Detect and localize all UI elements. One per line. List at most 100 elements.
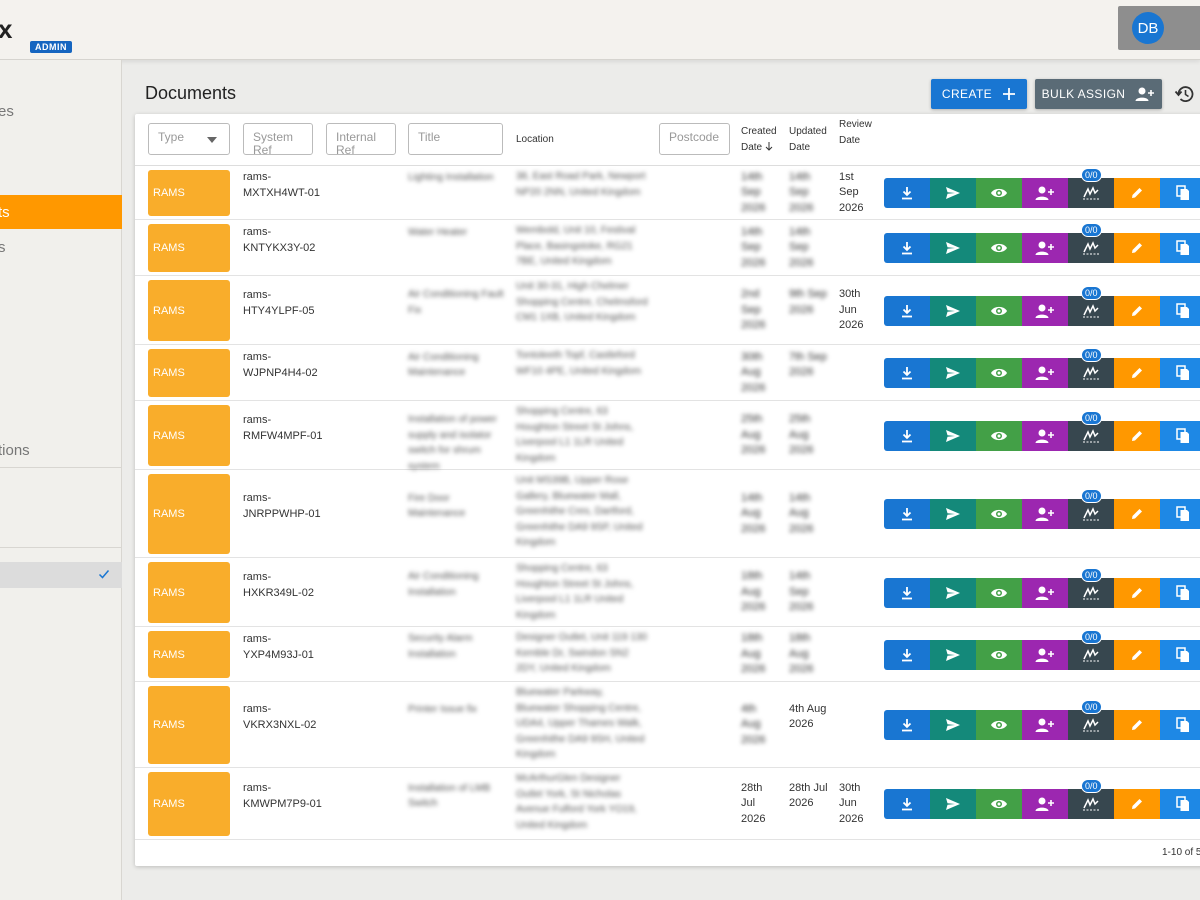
view-button[interactable] xyxy=(976,499,1022,529)
table-row[interactable]: RAMS rams-KMWPM7P9-01 Installation of LMB … xyxy=(135,768,1200,840)
send-button[interactable] xyxy=(930,710,976,740)
download-button[interactable] xyxy=(884,178,930,208)
assign-user-button[interactable] xyxy=(1022,639,1068,670)
view-button[interactable] xyxy=(976,295,1022,326)
send-button[interactable] xyxy=(930,420,976,451)
download-button[interactable] xyxy=(884,577,930,608)
send-button[interactable] xyxy=(930,295,976,326)
internal-ref-filter[interactable]: Internal Ref xyxy=(326,123,396,155)
view-button[interactable] xyxy=(976,358,1022,388)
edit-button[interactable] xyxy=(1114,499,1160,529)
type-filter[interactable]: Type xyxy=(148,123,230,155)
created-date-header[interactable]: Created Date xyxy=(741,124,783,156)
table-row[interactable]: RAMS rams-HXKR349L-02 Air Conditioning Ins… xyxy=(135,558,1200,627)
assign-user-button[interactable] xyxy=(1022,358,1068,388)
download-button[interactable] xyxy=(884,295,930,326)
history-icon[interactable] xyxy=(1174,83,1196,105)
duplicate-button[interactable] xyxy=(1160,420,1200,451)
download-button[interactable] xyxy=(884,358,930,388)
download-button[interactable] xyxy=(884,710,930,740)
assign-user-button[interactable] xyxy=(1022,577,1068,608)
app-logo[interactable]: x xyxy=(0,14,13,44)
signatures-button[interactable]: 0/0 xyxy=(1068,285,1114,326)
sidebar-item-3[interactable]: s xyxy=(0,230,122,264)
create-button[interactable]: CREATE xyxy=(931,79,1027,109)
send-button[interactable] xyxy=(930,499,976,529)
view-button[interactable] xyxy=(976,233,1022,263)
download-button[interactable] xyxy=(884,420,930,451)
duplicate-button[interactable] xyxy=(1160,499,1200,529)
review-date-header[interactable]: Review Date xyxy=(839,119,872,146)
table-row[interactable]: RAMS rams-HTY4YLPF-05 Air Conditioning Fau… xyxy=(135,276,1200,345)
updated-date-header[interactable]: Updated Date xyxy=(789,126,827,153)
table-row[interactable]: RAMS rams-MXTXH4WT-01 Lighting Installatio… xyxy=(135,166,1200,220)
signatures-button[interactable]: 0/0 xyxy=(1068,700,1114,740)
table-row[interactable]: RAMS rams-YXP4M93J-01 Security Alarm Insta… xyxy=(135,627,1200,682)
assign-user-button[interactable] xyxy=(1022,710,1068,740)
assign-user-button[interactable] xyxy=(1022,499,1068,529)
sidebar-selected-item[interactable] xyxy=(0,562,122,588)
edit-button[interactable] xyxy=(1114,710,1160,740)
table-row[interactable]: RAMS rams-WJPNP4H4-02 Air Conditioning Mai… xyxy=(135,345,1200,401)
signatures-button[interactable]: 0/0 xyxy=(1068,779,1114,819)
download-button[interactable] xyxy=(884,233,930,263)
view-button[interactable] xyxy=(976,710,1022,740)
download-button[interactable] xyxy=(884,499,930,529)
sidebar-item-4[interactable]: tions xyxy=(0,433,122,467)
duplicate-button[interactable] xyxy=(1160,789,1200,819)
signatures-button[interactable]: 0/0 xyxy=(1068,223,1114,263)
view-button[interactable] xyxy=(976,577,1022,608)
sidebar-item-1[interactable]: es xyxy=(0,94,122,128)
avatar[interactable]: DB xyxy=(1132,12,1164,44)
edit-button[interactable] xyxy=(1114,789,1160,819)
duplicate-button[interactable] xyxy=(1160,710,1200,740)
system-ref-filter[interactable]: System Ref xyxy=(243,123,313,155)
duplicate-button[interactable] xyxy=(1160,577,1200,608)
signatures-button[interactable]: 0/0 xyxy=(1068,489,1114,529)
table-row[interactable]: RAMS rams-VKRX3NXL-02 Printer Issue fix Blu… xyxy=(135,682,1200,768)
duplicate-button[interactable] xyxy=(1160,358,1200,388)
send-button[interactable] xyxy=(930,639,976,670)
assign-user-button[interactable] xyxy=(1022,789,1068,819)
send-button[interactable] xyxy=(930,233,976,263)
assign-user-button[interactable] xyxy=(1022,295,1068,326)
postcode-filter[interactable]: Postcode xyxy=(659,123,730,155)
duplicate-button[interactable] xyxy=(1160,295,1200,326)
edit-button[interactable] xyxy=(1114,233,1160,263)
location-header[interactable]: Location xyxy=(516,134,554,145)
duplicate-button[interactable] xyxy=(1160,178,1200,208)
bulk-assign-button[interactable]: BULK ASSIGN xyxy=(1035,79,1162,109)
signatures-button[interactable]: 0/0 xyxy=(1068,410,1114,451)
edit-button[interactable] xyxy=(1114,295,1160,326)
edit-button[interactable] xyxy=(1114,358,1160,388)
duplicate-button[interactable] xyxy=(1160,233,1200,263)
user-menu[interactable]: DB xyxy=(1118,6,1200,50)
edit-button[interactable] xyxy=(1114,178,1160,208)
assign-user-button[interactable] xyxy=(1022,420,1068,451)
edit-button[interactable] xyxy=(1114,577,1160,608)
signatures-button[interactable]: 0/0 xyxy=(1068,567,1114,608)
send-button[interactable] xyxy=(930,789,976,819)
send-button[interactable] xyxy=(930,358,976,388)
view-button[interactable] xyxy=(976,789,1022,819)
signatures-button[interactable]: 0/0 xyxy=(1068,348,1114,388)
send-button[interactable] xyxy=(930,577,976,608)
signatures-button[interactable]: 0/0 xyxy=(1068,168,1114,208)
table-row[interactable]: RAMS rams-KNTYKX3Y-02 Water Heater Wembold,… xyxy=(135,220,1200,276)
sidebar-item-2[interactable]: ts xyxy=(0,195,122,229)
assign-user-button[interactable] xyxy=(1022,233,1068,263)
table-row[interactable]: RAMS rams-JNRPPWHP-01 Fire Door Maintenanc… xyxy=(135,470,1200,558)
title-filter[interactable]: Title xyxy=(408,123,503,155)
view-button[interactable] xyxy=(976,639,1022,670)
view-button[interactable] xyxy=(976,420,1022,451)
send-button[interactable] xyxy=(930,178,976,208)
download-button[interactable] xyxy=(884,789,930,819)
signatures-button[interactable]: 0/0 xyxy=(1068,629,1114,670)
table-row[interactable]: RAMS rams-RMFW4MPF-01 Installation of powe… xyxy=(135,401,1200,472)
view-button[interactable] xyxy=(976,178,1022,208)
duplicate-button[interactable] xyxy=(1160,639,1200,670)
download-button[interactable] xyxy=(884,639,930,670)
edit-button[interactable] xyxy=(1114,639,1160,670)
edit-button[interactable] xyxy=(1114,420,1160,451)
assign-user-button[interactable] xyxy=(1022,178,1068,208)
